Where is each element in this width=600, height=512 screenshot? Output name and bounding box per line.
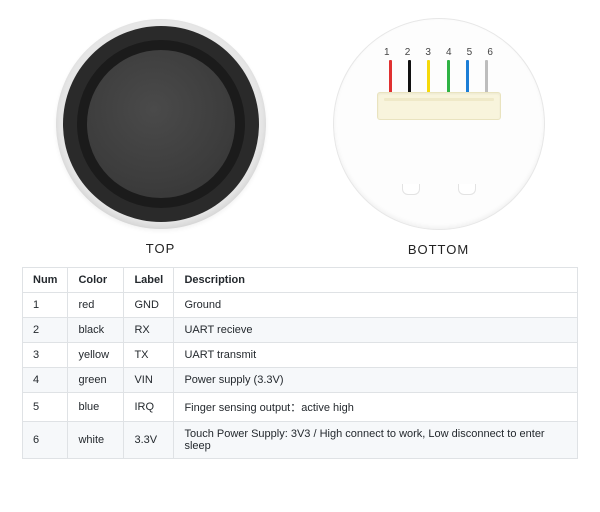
table-header-row: Num Color Label Description bbox=[23, 268, 578, 293]
mount-notch-right bbox=[458, 184, 476, 195]
top-view: TOP bbox=[56, 19, 266, 256]
wire-2 bbox=[408, 60, 411, 94]
cell-description: UART recieve bbox=[174, 318, 578, 343]
cell-label: 3.3V bbox=[124, 422, 174, 459]
pin-num-4: 4 bbox=[446, 47, 452, 58]
cell-description: Finger sensing output：active high bbox=[174, 393, 578, 422]
cell-label: VIN bbox=[124, 368, 174, 393]
connector: 1 2 3 4 5 6 bbox=[377, 47, 501, 120]
pin-num-6: 6 bbox=[487, 47, 493, 58]
cell-num: 1 bbox=[23, 293, 68, 318]
table-row: 3 yellow TX UART transmit bbox=[23, 343, 578, 368]
cell-num: 3 bbox=[23, 343, 68, 368]
cell-label: TX bbox=[124, 343, 174, 368]
pinout-table: Num Color Label Description 1 red GND Gr… bbox=[22, 267, 578, 459]
th-num: Num bbox=[23, 268, 68, 293]
wire-4 bbox=[447, 60, 450, 94]
sensor-top-groove bbox=[77, 40, 245, 208]
bottom-view-label: BOTTOM bbox=[408, 242, 469, 257]
connector-housing bbox=[377, 92, 501, 120]
cell-description: UART transmit bbox=[174, 343, 578, 368]
wire-3 bbox=[427, 60, 430, 94]
table-row: 4 green VIN Power supply (3.3V) bbox=[23, 368, 578, 393]
sensor-top-face bbox=[87, 50, 235, 198]
bottom-view: 1 2 3 4 5 6 BOTTOM bbox=[333, 18, 545, 257]
cell-num: 6 bbox=[23, 422, 68, 459]
table-body: 1 red GND Ground 2 black RX UART recieve… bbox=[23, 293, 578, 459]
table-row: 5 blue IRQ Finger sensing output：active … bbox=[23, 393, 578, 422]
cell-num: 2 bbox=[23, 318, 68, 343]
cell-label: IRQ bbox=[124, 393, 174, 422]
table-row: 6 white 3.3V Touch Power Supply: 3V3 / H… bbox=[23, 422, 578, 459]
th-label: Label bbox=[124, 268, 174, 293]
cell-description: Ground bbox=[174, 293, 578, 318]
cell-num: 4 bbox=[23, 368, 68, 393]
pin-num-5: 5 bbox=[467, 47, 473, 58]
pin-number-row: 1 2 3 4 5 6 bbox=[377, 47, 501, 58]
cell-description: Touch Power Supply: 3V3 / High connect t… bbox=[174, 422, 578, 459]
cell-color: black bbox=[68, 318, 124, 343]
cell-color: white bbox=[68, 422, 124, 459]
cell-color: yellow bbox=[68, 343, 124, 368]
sensor-views: TOP 1 2 3 4 5 6 bbox=[22, 18, 578, 257]
sensor-top-ring bbox=[63, 26, 259, 222]
pin-num-2: 2 bbox=[405, 47, 411, 58]
sensor-bottom-body: 1 2 3 4 5 6 bbox=[333, 18, 545, 230]
cell-color: blue bbox=[68, 393, 124, 422]
table-row: 1 red GND Ground bbox=[23, 293, 578, 318]
wire-1 bbox=[389, 60, 392, 94]
cell-color: red bbox=[68, 293, 124, 318]
cell-description: Power supply (3.3V) bbox=[174, 368, 578, 393]
top-view-label: TOP bbox=[146, 241, 176, 256]
th-description: Description bbox=[174, 268, 578, 293]
pin-num-3: 3 bbox=[425, 47, 431, 58]
sensor-top-body bbox=[56, 19, 266, 229]
cell-label: GND bbox=[124, 293, 174, 318]
cell-color: green bbox=[68, 368, 124, 393]
wire-row bbox=[377, 60, 501, 94]
wire-5 bbox=[466, 60, 469, 94]
cell-num: 5 bbox=[23, 393, 68, 422]
mount-notch-left bbox=[402, 184, 420, 195]
th-color: Color bbox=[68, 268, 124, 293]
pin-num-1: 1 bbox=[384, 47, 390, 58]
table-row: 2 black RX UART recieve bbox=[23, 318, 578, 343]
cell-label: RX bbox=[124, 318, 174, 343]
wire-6 bbox=[485, 60, 488, 94]
